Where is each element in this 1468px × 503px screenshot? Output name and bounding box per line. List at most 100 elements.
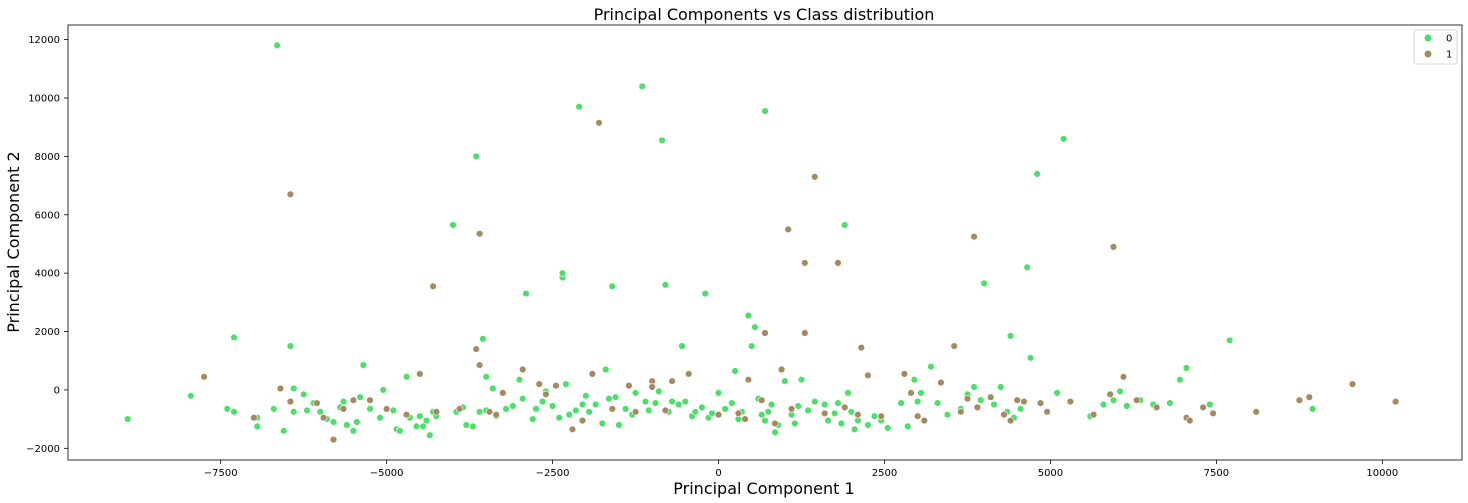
data-point-class-1: [648, 383, 656, 391]
data-point-class-1: [286, 397, 295, 406]
data-point-class-0: [638, 82, 646, 91]
data-point-class-0: [575, 102, 583, 111]
data-point-class-1: [402, 411, 411, 419]
data-point-class-0: [698, 403, 706, 412]
data-point-class-0: [555, 414, 563, 422]
data-point-class-1: [250, 414, 258, 422]
data-point-class-0: [824, 416, 832, 425]
data-point-class-1: [416, 370, 424, 378]
data-point-class-0: [502, 405, 510, 413]
x-tick-label: 7500: [1204, 468, 1229, 479]
legend-marker-0: [1424, 34, 1432, 42]
data-point-class-0: [1026, 354, 1035, 362]
data-point-class-0: [744, 311, 753, 320]
data-point-class-0: [701, 289, 709, 298]
data-point-class-0: [837, 419, 845, 428]
data-point-class-0: [658, 136, 666, 145]
data-point-class-1: [568, 425, 577, 433]
data-point-class-0: [1182, 364, 1191, 372]
data-point-class-0: [1053, 389, 1061, 397]
data-point-class-1: [1000, 411, 1008, 419]
data-point-class-1: [429, 282, 437, 290]
data-point-class-1: [741, 415, 749, 423]
data-point-class-0: [270, 405, 278, 413]
data-point-class-0: [708, 409, 716, 417]
data-point-class-0: [996, 383, 1005, 391]
data-point-class-0: [230, 408, 238, 416]
data-point-class-1: [1106, 390, 1114, 398]
data-point-class-0: [804, 406, 812, 415]
data-point-class-0: [721, 405, 729, 413]
y-tick-label: 10000: [28, 93, 60, 104]
data-point-class-1: [857, 343, 865, 352]
data-point-class-0: [794, 402, 802, 410]
data-point-class-1: [518, 365, 527, 374]
data-point-class-1: [787, 405, 796, 413]
data-point-class-1: [1209, 409, 1217, 417]
data-point-class-1: [937, 378, 945, 387]
data-point-class-0: [970, 383, 978, 391]
data-point-class-1: [761, 329, 769, 337]
data-point-class-1: [668, 377, 676, 385]
data-point-class-0: [1023, 263, 1031, 271]
data-point-class-1: [552, 381, 560, 390]
x-tick-label: −5000: [370, 468, 404, 479]
data-point-class-0: [187, 392, 195, 400]
data-point-class-0: [290, 384, 298, 393]
data-point-class-0: [479, 335, 487, 343]
data-point-class-0: [761, 416, 769, 425]
data-point-class-0: [515, 376, 524, 384]
data-point-class-0: [847, 408, 855, 416]
data-point-class-0: [1116, 387, 1124, 396]
data-point-class-1: [200, 373, 208, 381]
legend-label-0: 0: [1446, 34, 1452, 45]
data-point-class-0: [538, 397, 547, 406]
data-point-class-0: [791, 419, 799, 428]
data-point-class-1: [840, 403, 849, 412]
data-point-class-0: [910, 376, 919, 384]
data-point-class-1: [1109, 243, 1118, 251]
data-point-class-1: [877, 412, 885, 420]
data-point-class-1: [757, 396, 766, 404]
y-tick-label: 4000: [35, 269, 60, 280]
data-point-class-0: [359, 361, 368, 369]
data-point-class-0: [522, 289, 530, 298]
data-point-class-0: [820, 400, 829, 409]
data-point-class-1: [1295, 396, 1304, 404]
y-tick-label: 6000: [35, 210, 60, 221]
data-point-class-0: [661, 281, 670, 289]
data-point-class-0: [830, 409, 839, 417]
data-point-class-0: [903, 422, 912, 431]
data-point-class-0: [389, 406, 397, 415]
data-point-class-1: [475, 230, 484, 238]
x-tick-label: −2500: [536, 468, 570, 479]
data-point-class-0: [897, 399, 905, 407]
data-point-class-0: [469, 422, 477, 431]
data-point-class-0: [621, 405, 630, 413]
data-point-class-0: [840, 221, 849, 229]
data-point-class-0: [651, 399, 660, 407]
data-point-class-1: [920, 416, 928, 425]
data-point-class-1: [1186, 416, 1194, 425]
data-point-class-1: [950, 342, 958, 350]
data-point-class-1: [276, 384, 285, 393]
data-point-class-1: [661, 406, 670, 415]
data-point-class-1: [1089, 411, 1098, 419]
x-tick-label: 0: [715, 468, 721, 479]
data-point-class-0: [781, 377, 789, 385]
data-point-class-0: [1308, 405, 1317, 413]
data-point-class-1: [986, 393, 995, 401]
data-point-class-1: [1348, 380, 1357, 388]
data-point-class-0: [714, 389, 723, 397]
data-point-class-1: [1036, 399, 1045, 407]
data-point-class-1: [913, 412, 922, 420]
data-point-class-0: [426, 431, 434, 439]
data-point-class-0: [943, 411, 952, 419]
data-point-class-0: [631, 389, 640, 397]
data-point-class-1: [588, 370, 597, 378]
data-point-class-0: [548, 402, 557, 410]
data-point-class-0: [1016, 405, 1025, 413]
data-point-class-0: [419, 422, 427, 431]
data-point-class-0: [1166, 399, 1174, 407]
y-tick-label: 8000: [35, 152, 60, 163]
